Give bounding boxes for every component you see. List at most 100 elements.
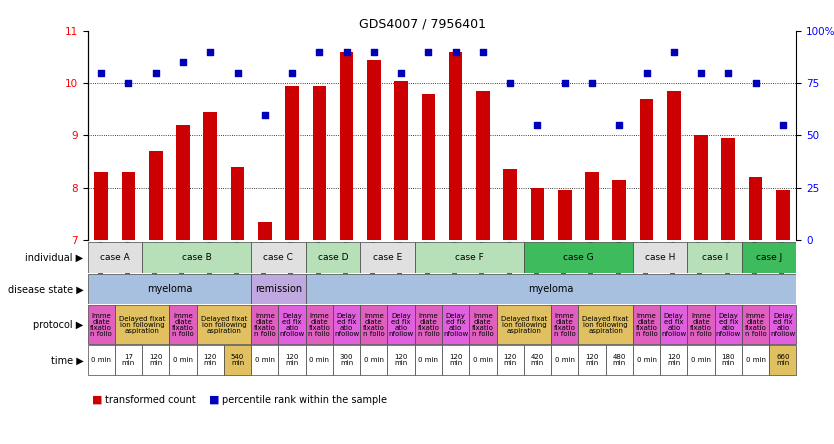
Bar [122, 172, 135, 240]
Text: GSM879526: GSM879526 [398, 240, 404, 282]
Bar [333, 305, 360, 344]
Point [449, 48, 462, 56]
Text: 420
min: 420 min [530, 354, 544, 366]
Bar [715, 345, 742, 375]
Bar [360, 242, 414, 273]
Point [340, 48, 354, 56]
Text: 120
min: 120 min [285, 354, 299, 366]
Text: 480
min: 480 min [612, 354, 626, 366]
Text: Imme
diate
fixatio
n follo: Imme diate fixatio n follo [90, 313, 112, 337]
Bar [339, 52, 354, 240]
Text: 0 min: 0 min [419, 357, 439, 363]
Bar [442, 305, 470, 344]
Bar [421, 94, 435, 240]
Point [695, 69, 708, 76]
Text: myeloma: myeloma [147, 284, 192, 294]
Text: case D: case D [318, 253, 349, 262]
Bar [640, 99, 653, 240]
Bar [585, 172, 599, 240]
Bar [470, 305, 496, 344]
Text: Imme
diate
fixatio
n follo: Imme diate fixatio n follo [254, 313, 276, 337]
Text: Delay
ed fix
atio
nfollow: Delay ed fix atio nfollow [771, 313, 796, 337]
Bar [414, 345, 442, 375]
Bar [769, 345, 796, 375]
Bar [394, 81, 408, 240]
Bar [279, 345, 306, 375]
Text: transformed count: transformed count [105, 395, 196, 404]
Bar [742, 345, 769, 375]
Bar [306, 242, 360, 273]
Text: Delay
ed fix
atio
nfollow: Delay ed fix atio nfollow [661, 313, 686, 337]
Point [203, 48, 217, 56]
Text: GSM879528: GSM879528 [453, 240, 459, 282]
Bar [149, 151, 163, 240]
Text: Delayed fixat
ion following
aspiration: Delayed fixat ion following aspiration [201, 316, 247, 334]
Text: GSM879514: GSM879514 [234, 240, 240, 282]
Bar [769, 305, 796, 344]
Bar [197, 305, 251, 344]
Text: 120
min: 120 min [149, 354, 163, 366]
Text: GSM879533: GSM879533 [589, 240, 595, 282]
Bar [530, 188, 545, 240]
Text: GSM879532: GSM879532 [562, 240, 568, 282]
Bar [661, 345, 687, 375]
Bar [715, 305, 742, 344]
Text: 0 min: 0 min [691, 357, 711, 363]
Text: 0 min: 0 min [473, 357, 493, 363]
Bar [776, 190, 790, 240]
Point [504, 80, 517, 87]
Text: GSM879534: GSM879534 [616, 240, 622, 282]
Text: case F: case F [455, 253, 484, 262]
Text: GSM879520: GSM879520 [344, 240, 349, 282]
Text: Imme
diate
fixatio
n follo: Imme diate fixatio n follo [309, 313, 330, 337]
Point [313, 48, 326, 56]
Text: Delayed fixat
ion following
aspiration: Delayed fixat ion following aspiration [119, 316, 165, 334]
Bar [115, 345, 142, 375]
Text: 120
min: 120 min [394, 354, 408, 366]
Text: 0 min: 0 min [746, 357, 766, 363]
Point [612, 122, 626, 129]
Text: 17
min: 17 min [122, 354, 135, 366]
Text: Delayed fixat
ion following
aspiration: Delayed fixat ion following aspiration [582, 316, 629, 334]
Point [394, 69, 408, 76]
Text: GSM879512: GSM879512 [180, 240, 186, 282]
Bar [169, 305, 197, 344]
Bar [88, 242, 142, 273]
Text: 540
min: 540 min [231, 354, 244, 366]
Bar [742, 242, 796, 273]
Text: percentile rank within the sample: percentile rank within the sample [222, 395, 387, 404]
Bar [742, 305, 769, 344]
Bar [578, 345, 605, 375]
Text: GSM879518: GSM879518 [289, 240, 295, 282]
Text: 0 min: 0 min [555, 357, 575, 363]
Point [585, 80, 599, 87]
Point [258, 111, 271, 118]
Text: 180
min: 180 min [721, 354, 735, 366]
Bar [231, 167, 244, 240]
Bar [224, 345, 251, 375]
Text: Imme
diate
fixatio
n follo: Imme diate fixatio n follo [745, 313, 766, 337]
Bar [388, 305, 414, 344]
Point [667, 48, 681, 56]
Text: 120
min: 120 min [449, 354, 462, 366]
Point [176, 59, 189, 66]
Bar [633, 345, 661, 375]
Bar [414, 242, 524, 273]
Text: GSM879511: GSM879511 [153, 240, 158, 282]
Text: 0 min: 0 min [364, 357, 384, 363]
Text: GSM879531: GSM879531 [535, 240, 540, 282]
Bar [687, 242, 742, 273]
Text: time ▶: time ▶ [51, 355, 83, 365]
Text: Imme
diate
fixatio
n follo: Imme diate fixatio n follo [636, 313, 657, 337]
Bar [142, 345, 169, 375]
Bar [504, 169, 517, 240]
Bar [388, 345, 414, 375]
Text: case J: case J [756, 253, 782, 262]
Bar [524, 345, 551, 375]
Text: case B: case B [182, 253, 212, 262]
Bar [333, 345, 360, 375]
Text: 660
min: 660 min [776, 354, 790, 366]
Text: Delay
ed fix
atio
nfollow: Delay ed fix atio nfollow [716, 313, 741, 337]
Bar [721, 138, 735, 240]
Bar [251, 305, 279, 344]
